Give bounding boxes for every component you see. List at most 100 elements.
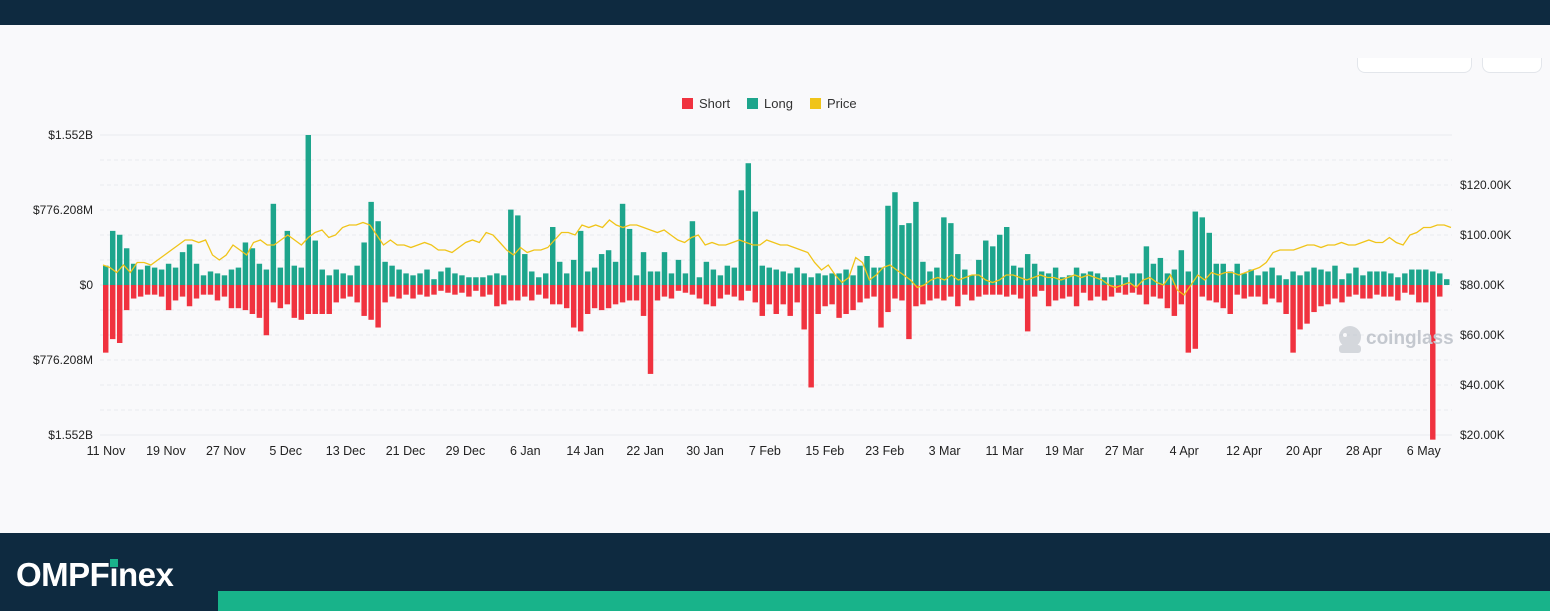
short-bar [1381, 285, 1387, 297]
x-tick-label: 11 Nov [87, 444, 126, 458]
short-bar [305, 285, 311, 314]
x-tick-label: 5 Dec [269, 444, 302, 458]
x-tick-label: 6 Jan [510, 444, 541, 458]
long-bar [1409, 269, 1415, 285]
chart-control-button[interactable] [1482, 58, 1542, 73]
short-bar [1423, 285, 1429, 303]
chart-control-button[interactable] [1357, 58, 1472, 73]
short-bar [466, 285, 472, 297]
long-bar [1087, 271, 1094, 285]
x-tick-label: 11 Mar [986, 444, 1024, 458]
short-bar [319, 285, 325, 314]
short-bar [1157, 285, 1164, 299]
long-bar [1199, 217, 1206, 285]
short-bar [619, 285, 626, 303]
long-bar [724, 265, 731, 285]
long-bar [899, 225, 905, 285]
short-bar [235, 285, 242, 309]
short-bar [1325, 285, 1331, 305]
long-bar [249, 248, 256, 285]
long-bar [787, 273, 793, 285]
short-bar [368, 285, 374, 320]
long-bar [948, 223, 954, 285]
long-bar [1381, 271, 1387, 285]
short-bar [179, 285, 186, 297]
short-bar [221, 285, 228, 297]
long-bar [563, 273, 570, 285]
long-bar [522, 254, 528, 285]
long-bar [1108, 277, 1115, 285]
short-bar [1255, 285, 1261, 297]
short-bar [529, 285, 535, 301]
watermark-icon-body [1339, 345, 1361, 353]
short-bar [1409, 285, 1415, 295]
long-bar [228, 269, 235, 285]
short-bar [1150, 285, 1157, 297]
brand-i-dot [110, 559, 119, 567]
short-bar [1003, 285, 1010, 297]
long-bar [403, 273, 409, 285]
long-bar [612, 261, 619, 285]
long-bar [598, 254, 605, 285]
x-tick-label: 22 Jan [626, 444, 664, 458]
short-bar [256, 285, 263, 318]
long-bar [466, 277, 472, 285]
long-bar [941, 217, 947, 285]
long-bar [235, 267, 242, 285]
long-bar [1220, 263, 1226, 285]
short-bar [836, 285, 842, 318]
short-bar [822, 285, 828, 307]
long-bar [326, 275, 332, 285]
long-bar [878, 267, 884, 285]
long-bar [1094, 273, 1101, 285]
short-bar [172, 285, 179, 301]
short-bar [780, 285, 786, 305]
short-bar [661, 285, 668, 297]
short-bar [591, 285, 598, 309]
long-bar [1430, 271, 1436, 285]
short-bar [326, 285, 332, 314]
long-bar [857, 265, 863, 285]
short-bar [137, 285, 144, 297]
short-bar [417, 285, 423, 295]
short-bar [1080, 285, 1087, 293]
short-bar [1290, 285, 1296, 353]
short-bar [473, 285, 479, 291]
long-bar [529, 271, 535, 285]
short-bar [808, 285, 814, 388]
long-bar [829, 273, 835, 285]
short-bar [291, 285, 298, 318]
long-bar [696, 277, 703, 285]
brand-logo: OMPFı nex [16, 556, 174, 594]
short-bar [1283, 285, 1289, 314]
long-bar [375, 221, 381, 285]
short-bar [605, 285, 612, 309]
x-tick-label: 6 May [1407, 444, 1442, 458]
x-tick-label: 3 Mar [929, 444, 961, 458]
brand-name-post: nex [118, 556, 174, 593]
short-bar [1234, 285, 1240, 295]
short-bar [1108, 285, 1115, 297]
long-bar [864, 256, 870, 285]
short-bar [850, 285, 856, 311]
short-bar [1346, 285, 1352, 297]
x-tick-label: 29 Dec [446, 444, 486, 458]
short-bar [864, 285, 870, 299]
short-bar [969, 285, 975, 301]
long-bar [214, 273, 221, 285]
long-bar [773, 269, 779, 285]
long-bar [1360, 275, 1366, 285]
long-bar [752, 211, 758, 285]
short-bar [109, 285, 116, 340]
long-bar [1346, 273, 1352, 285]
short-bar [396, 285, 402, 299]
long-bar [291, 265, 298, 285]
long-bar [445, 267, 451, 285]
long-bar [1136, 273, 1143, 285]
long-bar [1367, 271, 1373, 285]
x-tick-label: 30 Jan [686, 444, 724, 458]
x-tick-label: 19 Nov [146, 444, 186, 458]
short-bar [1185, 285, 1192, 353]
y-right-tick-label: $20.00K [1460, 428, 1505, 442]
short-bar [501, 285, 507, 305]
